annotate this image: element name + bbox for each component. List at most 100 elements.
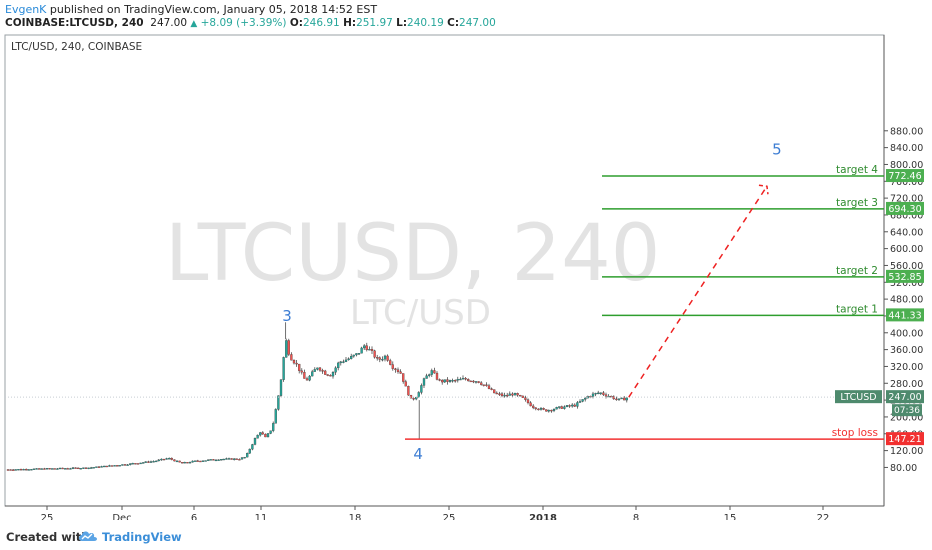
author-link[interactable]: EvgenK <box>5 3 47 16</box>
candle-up <box>308 375 311 381</box>
candle-up <box>420 385 423 393</box>
target-label: target 3 <box>836 197 878 209</box>
candle-up <box>594 392 597 395</box>
candle-down <box>61 467 64 470</box>
candle-down <box>506 394 509 397</box>
candle-up <box>30 469 33 471</box>
y-tick-label: 880.00 <box>890 126 923 137</box>
candle-down <box>550 409 553 412</box>
symbol-tag <box>835 390 882 404</box>
x-tick-label: 18 <box>349 513 362 520</box>
candle-down <box>464 378 467 380</box>
candle-down <box>396 369 400 372</box>
candle-down <box>399 371 402 374</box>
candle-down <box>438 379 441 381</box>
y-tick-label: 120.00 <box>890 446 923 457</box>
candle-down <box>482 384 485 386</box>
candle-down <box>162 458 166 461</box>
candle-up <box>121 464 124 466</box>
candle-up <box>51 468 54 470</box>
target-label: target 4 <box>836 164 878 176</box>
stop-loss-tag <box>886 432 924 446</box>
stop-loss-price: 147.21 <box>888 434 921 445</box>
candle-up <box>274 409 277 424</box>
candle-down <box>97 466 101 468</box>
candle-up <box>342 361 345 363</box>
candle-up <box>139 462 142 465</box>
candle-up <box>266 433 270 438</box>
candle-down <box>303 372 306 379</box>
candle-up <box>584 397 587 400</box>
candle-up <box>209 459 212 461</box>
candle-up <box>339 361 342 364</box>
x-tick-label: 11 <box>255 513 268 520</box>
candle-down <box>480 382 483 385</box>
candle-up <box>461 378 465 380</box>
watermark-symbol: LTCUSD, 240 <box>165 209 660 299</box>
close-value: 247.00 <box>459 17 496 29</box>
y-tick-label: 840.00 <box>890 143 923 154</box>
candle-down <box>560 406 563 409</box>
created-with-text: Created with <box>6 530 90 544</box>
x-tick-label: 22 <box>817 513 830 520</box>
candle-down <box>524 397 527 400</box>
candle-down <box>511 393 514 396</box>
y-tick-label: 320.00 <box>890 362 923 373</box>
y-tick-label: 360.00 <box>890 345 923 356</box>
candle-down <box>446 379 449 382</box>
candle-up <box>597 392 600 395</box>
candle-down <box>324 370 327 375</box>
candle-up <box>201 460 205 462</box>
candle-down <box>433 370 436 374</box>
candle-down <box>454 380 457 382</box>
candle-down <box>235 458 238 460</box>
candle-up <box>95 466 98 468</box>
tradingview-cloud-icon <box>79 531 97 541</box>
candle-down <box>404 381 407 387</box>
candle-down <box>521 395 524 398</box>
candle-up <box>183 462 186 464</box>
y-tick-label: 480.00 <box>890 295 923 306</box>
candle-up <box>142 462 145 464</box>
candle-down <box>615 398 618 401</box>
candle-up <box>334 367 337 373</box>
watermark-pair: LTC/USD <box>350 293 491 333</box>
candle-down <box>147 461 150 463</box>
candle-up <box>144 461 147 463</box>
candle-up <box>269 430 272 434</box>
y-tick-label: 520.00 <box>890 278 923 289</box>
candle-down <box>568 405 571 407</box>
projection-arrow-head <box>758 184 769 195</box>
candle-down <box>196 460 199 462</box>
candle-up <box>108 465 111 467</box>
candle-up <box>118 465 121 467</box>
candle-up <box>316 367 319 370</box>
candle-down <box>602 392 605 395</box>
candle-up <box>331 372 335 377</box>
y-tick-label: 800.00 <box>890 160 923 171</box>
candle-up <box>71 467 75 469</box>
candle-up <box>131 463 134 465</box>
candle-up <box>552 409 556 411</box>
candle-up <box>285 340 288 358</box>
candle-up <box>56 468 59 470</box>
candle-up <box>82 467 85 469</box>
x-tick-label: Dec <box>112 513 131 520</box>
candle-up <box>448 380 452 382</box>
candle-up <box>422 378 426 386</box>
target-price-text: 772.46 <box>888 171 921 182</box>
y-tick-label: 280.00 <box>890 379 923 390</box>
candle-up <box>357 353 361 355</box>
candle-down <box>9 469 12 471</box>
candle-up <box>14 469 17 471</box>
candle-down <box>43 468 46 470</box>
target-price-tag <box>886 308 924 322</box>
candle-down <box>287 340 290 355</box>
wave-label: 4 <box>413 445 423 463</box>
candle-up <box>100 466 103 468</box>
candle-up <box>227 458 231 460</box>
tradingview-brand[interactable]: TradingView <box>102 530 182 544</box>
candle-up <box>456 379 459 381</box>
chart-title: LTC/USD, 240, COINBASE <box>11 41 142 53</box>
